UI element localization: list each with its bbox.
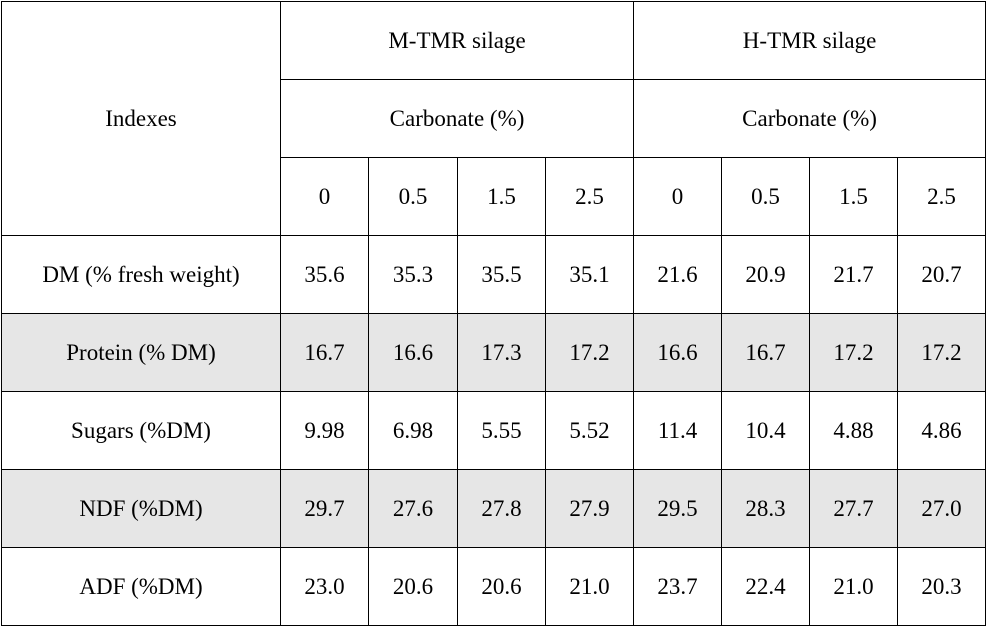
table-cell: 4.86 (897, 391, 987, 470)
table-cell: 16.6 (633, 313, 723, 392)
table-cell: 22.4 (721, 547, 811, 626)
table-cell: 20.6 (457, 547, 546, 626)
group-header-h-tmr: H-TMR silage (633, 1, 987, 80)
level-header: 0.5 (721, 157, 811, 236)
row-label: DM (% fresh weight) (1, 235, 281, 314)
level-header: 1.5 (809, 157, 899, 236)
table-cell: 5.52 (544, 391, 635, 470)
table-cell: 28.3 (721, 469, 811, 548)
table-cell: 17.2 (809, 313, 899, 392)
table-cell: 21.0 (809, 547, 899, 626)
table-row: Sugars (%DM) 9.98 6.98 5.55 5.52 11.4 10… (1, 391, 987, 470)
row-label: ADF (%DM) (1, 547, 281, 626)
table-cell: 35.3 (368, 235, 458, 314)
table-cell: 21.6 (633, 235, 723, 314)
row-label: Sugars (%DM) (1, 391, 281, 470)
table-cell: 20.7 (897, 235, 987, 314)
table-cell: 20.6 (368, 547, 458, 626)
table-cell: 5.55 (457, 391, 546, 470)
table-cell: 20.9 (721, 235, 811, 314)
table-cell: 23.0 (280, 547, 369, 626)
table-cell: 4.88 (809, 391, 899, 470)
row-label: Protein (% DM) (1, 313, 281, 392)
table-cell: 10.4 (721, 391, 811, 470)
table-cell: 35.5 (457, 235, 546, 314)
level-header: 2.5 (897, 157, 987, 236)
subheader-m-tmr: Carbonate (%) (279, 79, 635, 158)
table-row: ADF (%DM) 23.0 20.6 20.6 21.0 23.7 22.4 … (1, 547, 987, 626)
table-cell: 21.0 (544, 547, 635, 626)
level-header: 0.5 (368, 157, 458, 236)
level-header: 2.5 (544, 157, 635, 236)
table-row: DM (% fresh weight) 35.6 35.3 35.5 35.1 … (1, 235, 987, 314)
table-cell: 23.7 (633, 547, 723, 626)
row-label: NDF (%DM) (1, 469, 281, 548)
header-row-groups: Indexes M-TMR silage H-TMR silage (1, 1, 987, 236)
table-cell: 9.98 (280, 391, 369, 470)
table-cell: 11.4 (633, 391, 723, 470)
table-cell: 6.98 (368, 391, 458, 470)
header-row-levels: 0 0.5 1.5 2.5 0 0.5 1.5 2.5 (2, 157, 987, 236)
table-cell: 35.6 (280, 235, 369, 314)
table-cell: 16.7 (721, 313, 811, 392)
level-header: 0 (280, 157, 369, 236)
table-cell: 27.8 (457, 469, 546, 548)
table-cell: 16.7 (280, 313, 369, 392)
table-row: NDF (%DM) 29.7 27.6 27.8 27.9 29.5 28.3 … (1, 469, 987, 548)
subheader-h-tmr: Carbonate (%) (633, 79, 987, 158)
table-cell: 16.6 (368, 313, 458, 392)
header-row-subheaders: Carbonate (%) Carbonate (%) (2, 79, 987, 158)
corner-header: Indexes (1, 1, 281, 236)
table-cell: 35.1 (544, 235, 635, 314)
table-cell: 17.3 (457, 313, 546, 392)
table-cell: 20.3 (897, 547, 987, 626)
table-cell: 27.9 (544, 469, 635, 548)
table-cell: 17.2 (897, 313, 987, 392)
table-cell: 29.7 (280, 469, 369, 548)
level-header: 0 (633, 157, 723, 236)
table-row: Protein (% DM) 16.7 16.6 17.3 17.2 16.6 … (1, 313, 987, 392)
table-cell: 27.6 (368, 469, 458, 548)
table-cell: 17.2 (544, 313, 635, 392)
group-header-m-tmr: M-TMR silage (279, 1, 635, 80)
table-cell: 27.0 (897, 469, 987, 548)
table-cell: 21.7 (809, 235, 899, 314)
table-cell: 29.5 (633, 469, 723, 548)
level-header: 1.5 (457, 157, 546, 236)
table-cell: 27.7 (809, 469, 899, 548)
